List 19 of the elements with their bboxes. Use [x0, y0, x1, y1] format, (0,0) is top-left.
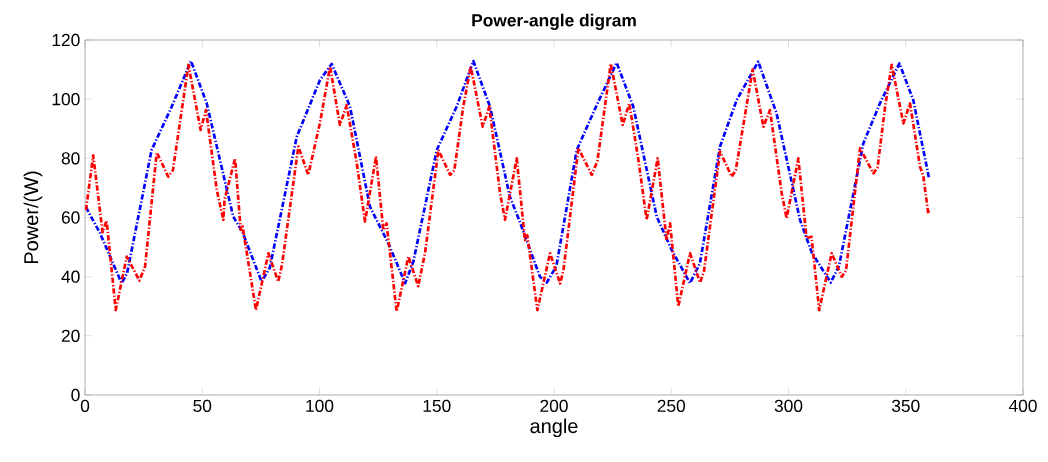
- y-axis-title: Power/(W): [23, 171, 43, 264]
- x-tick-label: 100: [306, 399, 334, 412]
- y-tick-label: 0: [71, 388, 80, 402]
- x-tick-label: 400: [1008, 399, 1037, 412]
- y-tick-label: 20: [61, 329, 80, 342]
- chart-title: Power-angle digram: [472, 13, 636, 30]
- y-tick-label: 100: [52, 93, 80, 106]
- x-tick-label: 350: [891, 399, 920, 412]
- x-tick-label: 150: [423, 399, 451, 412]
- x-tick-label: 50: [193, 399, 212, 412]
- x-tick-label: 200: [540, 399, 568, 412]
- y-tick-label: 60: [61, 211, 80, 224]
- y-tick-label: 80: [61, 152, 80, 165]
- y-tick-label: 40: [61, 270, 80, 283]
- y-tick-label: 120: [52, 33, 80, 47]
- x-axis-title: angle: [530, 418, 578, 438]
- x-tick-label: 250: [657, 399, 686, 412]
- x-tick-label: 0: [80, 399, 90, 412]
- x-tick-label: 300: [774, 399, 803, 412]
